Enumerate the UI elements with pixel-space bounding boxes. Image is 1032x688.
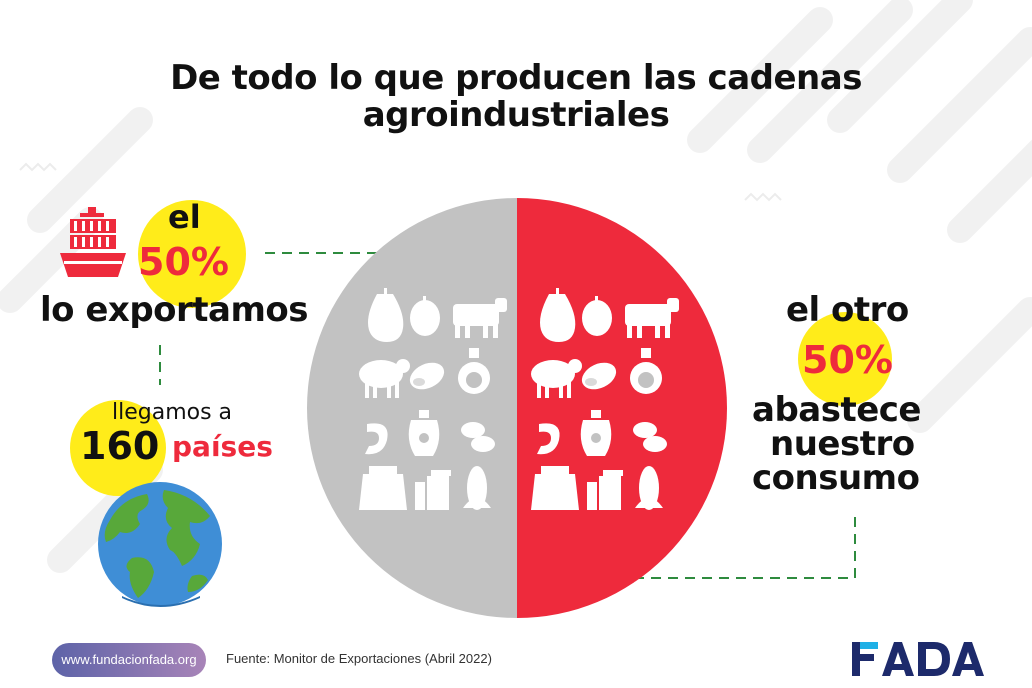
highlight-right-percent (798, 312, 892, 406)
right-line-4: consumo (752, 458, 920, 498)
sheep-icon (359, 359, 410, 398)
pear-icon (368, 288, 404, 342)
corn-icon (463, 466, 491, 510)
production-split-circle (307, 198, 727, 618)
flour-sack-icon (359, 466, 407, 510)
exported-half (307, 198, 517, 618)
headline-line-2: agroindustriales (362, 95, 670, 135)
cargo-ship-icon (60, 207, 126, 277)
left-el-text: el (168, 198, 201, 236)
reach-intro-text: llegamos a (112, 400, 233, 425)
highlight-160 (70, 400, 166, 496)
countries-number: 160 (80, 424, 160, 468)
right-percent: 50% (802, 338, 893, 382)
left-percent: 50% (138, 240, 229, 284)
domestic-half (517, 198, 727, 618)
website-link[interactable]: www.fundacionfada.org (52, 643, 206, 677)
fada-logo (848, 636, 988, 684)
lemon-icon (410, 296, 440, 336)
left-exportamos-text: lo exportamos (40, 290, 309, 330)
shrimp-icon (365, 423, 388, 455)
milk-products-icon (415, 470, 451, 510)
peanut-icon (409, 362, 445, 390)
olive-oil-jar-icon (408, 410, 440, 456)
beans-icon (461, 422, 495, 452)
headline: De todo lo que producen las cadenas agro… (0, 60, 1032, 134)
source-note: Fuente: Monitor de Exportaciones (Abril … (226, 651, 492, 666)
right-line-3: nuestro (770, 424, 915, 464)
right-line-2: abastece (752, 390, 922, 430)
oil-bottle-icon (458, 348, 490, 394)
globe-icon (98, 482, 222, 607)
highlight-left-percent (138, 200, 246, 308)
cow-icon (453, 298, 507, 338)
headline-line-1: De todo lo que producen las cadenas (170, 58, 862, 98)
countries-label: países (172, 430, 273, 463)
right-line-1: el otro (786, 290, 909, 330)
